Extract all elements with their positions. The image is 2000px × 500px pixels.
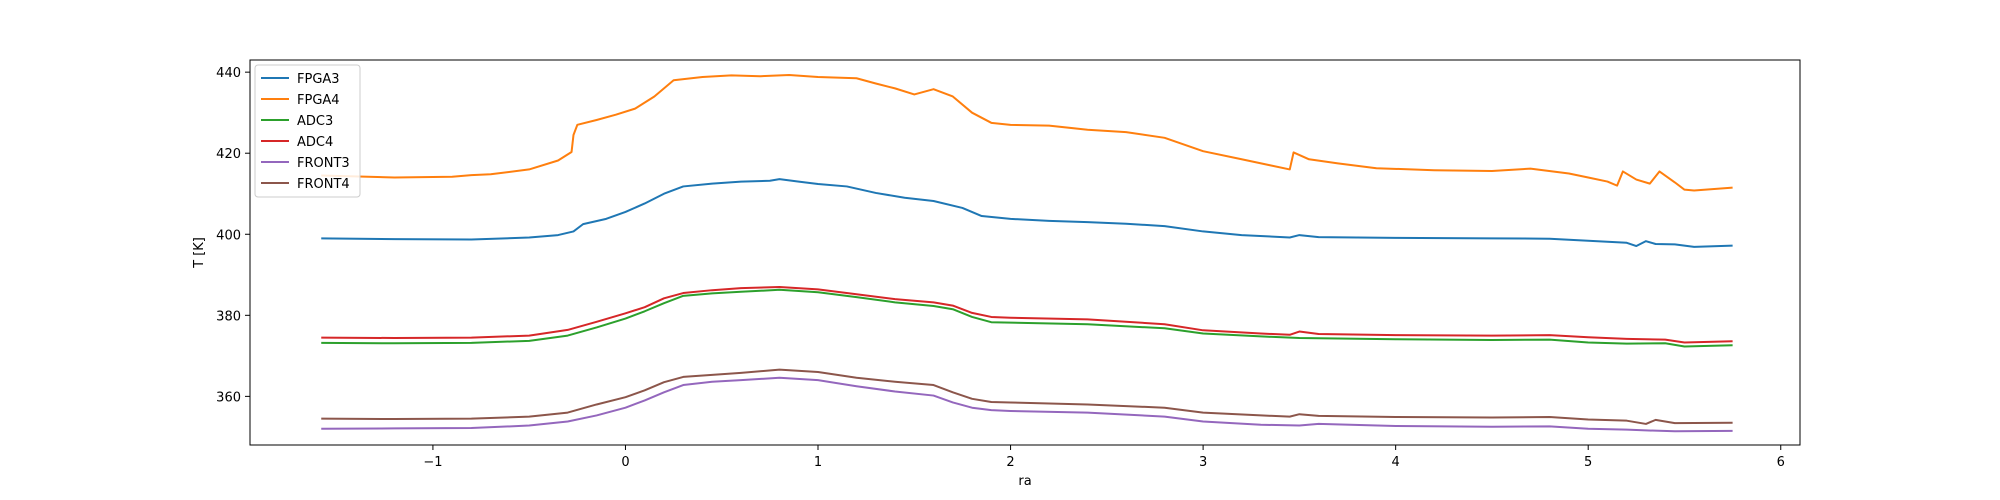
y-tick-label: 360 [216, 390, 241, 405]
x-tick-label: 4 [1392, 455, 1400, 470]
plot-frame [249, 59, 1801, 446]
y-tick-label: 440 [216, 66, 241, 81]
legend-label-adc4: ADC4 [297, 135, 333, 150]
series-line-fpga3 [321, 178, 1733, 248]
legend-label-fpga4: FPGA4 [297, 93, 340, 108]
legend: FPGA3 FPGA4 ADC3 ADC4 FRONT3 FRONT4 [254, 64, 361, 198]
x-tick-label: 5 [1584, 455, 1592, 470]
legend-label-front4: FRONT4 [297, 177, 350, 192]
x-tick-label: 2 [1006, 455, 1014, 470]
x-tick-label: 6 [1777, 455, 1785, 470]
plot-area [250, 60, 1800, 445]
y-axis-label: T [K] [192, 237, 207, 269]
legend-label-front3: FRONT3 [297, 156, 350, 171]
series-line-adc3 [321, 288, 1733, 348]
x-tick-label: 1 [814, 455, 822, 470]
series-line-front4 [321, 368, 1733, 425]
series-line-fpga4 [321, 73, 1733, 192]
y-tick-label: 400 [216, 228, 241, 243]
y-tick-label: 420 [216, 147, 241, 162]
x-axis: −1 0 1 2 3 4 5 6 [423, 445, 1785, 470]
x-tick-label: 0 [621, 455, 629, 470]
x-tick-label: 3 [1199, 455, 1207, 470]
y-tick-label: 380 [216, 309, 241, 324]
y-axis: 360 380 400 420 440 [216, 66, 250, 405]
legend-label-fpga3: FPGA3 [297, 72, 340, 87]
legend-label-adc3: ADC3 [297, 114, 333, 129]
series-line-adc4 [321, 285, 1733, 344]
series-line-front3 [321, 376, 1733, 433]
series-layer [321, 73, 1733, 433]
x-axis-label: ra [1018, 474, 1031, 489]
x-tick-label: −1 [423, 455, 442, 470]
